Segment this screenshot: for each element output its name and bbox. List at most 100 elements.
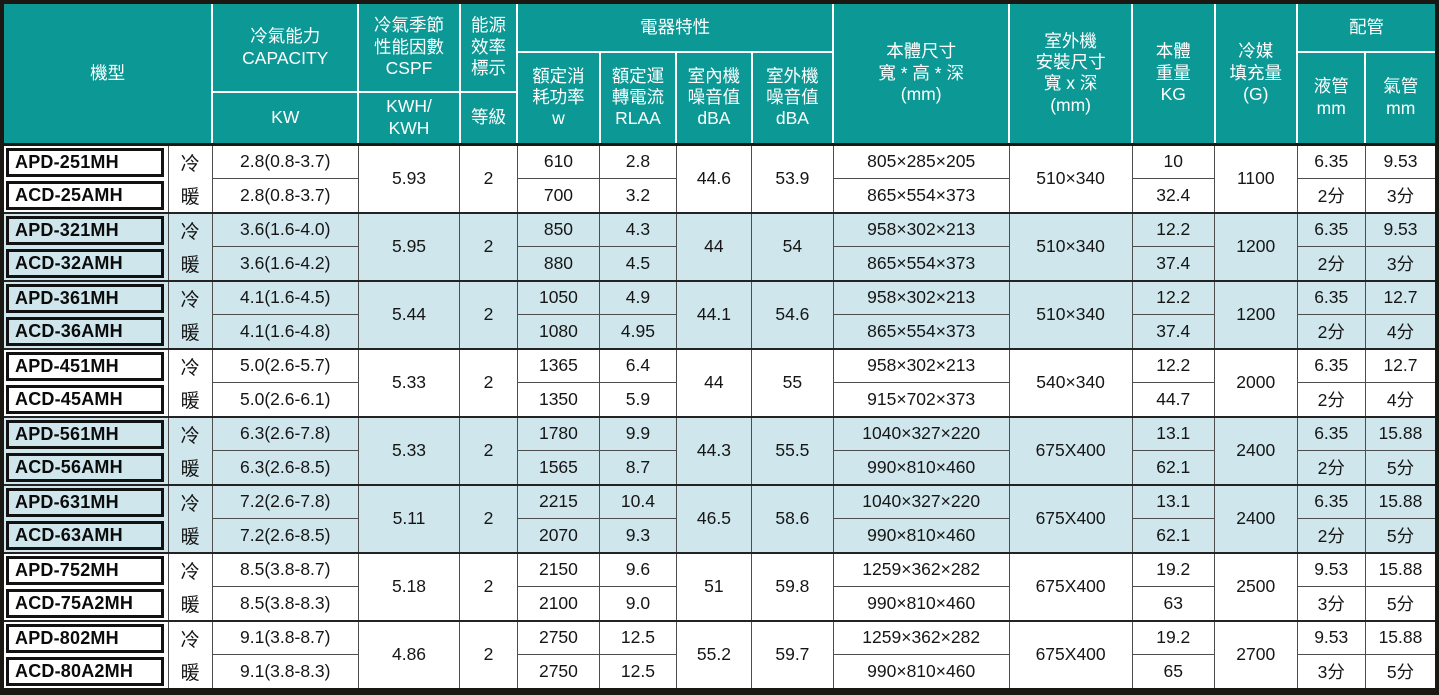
current-cell: 9.6	[599, 551, 677, 587]
body-size-cell: 990×810×460	[832, 654, 1010, 692]
energy-grade-cell: 2	[459, 143, 518, 213]
model-label: ACD-45AMH	[6, 384, 164, 414]
refrigerant-cell: 2500	[1214, 551, 1298, 621]
refrigerant-cell: 1200	[1214, 279, 1298, 349]
install-size-cell: 510×340	[1008, 143, 1133, 213]
gas-pipe-cell: 15.88	[1364, 483, 1438, 519]
capacity-cell: 2.8(0.8-3.7)	[211, 143, 359, 179]
mode-cell: 暖	[167, 654, 213, 692]
liquid-pipe-cell: 2分	[1296, 382, 1366, 417]
gas-pipe-cell: 15.88	[1364, 551, 1438, 587]
spec-table-header: 機型 冷氣能力 CAPACITY 冷氣季節 性能因數 CSPF 能源 效率 標示…	[0, 1, 1438, 145]
header-energy-label: 能源 效率 標示	[458, 1, 519, 93]
table-row: ACD-32AMH 暖 3.6(1.6-4.2) 880 4.5 865×554×373 3…	[1, 246, 1438, 281]
outdoor-noise-cell: 53.9	[751, 143, 834, 213]
weight-cell: 19.2	[1131, 551, 1216, 587]
indoor-noise-cell: 44.6	[675, 143, 753, 213]
gas-pipe-cell: 5分	[1364, 518, 1438, 553]
model-cell: APD-561MH	[1, 415, 169, 451]
table-row: ACD-25AMH 暖 2.8(0.8-3.7) 700 3.2 865×554×373 3…	[1, 178, 1438, 213]
spec-table-body: APD-251MH 冷 2.8(0.8-3.7) 5.93 2 610 2.8 44.6 53.…	[1, 143, 1438, 692]
model-label: APD-561MH	[6, 419, 164, 449]
model-label: ACD-80A2MH	[6, 656, 164, 686]
gas-pipe-cell: 15.88	[1364, 415, 1438, 451]
current-cell: 12.5	[599, 619, 677, 655]
energy-grade-cell: 2	[459, 211, 518, 281]
power-cell: 2750	[516, 619, 601, 655]
model-cell: ACD-56AMH	[1, 450, 169, 485]
outdoor-noise-cell: 54.6	[751, 279, 834, 349]
header-cspf-unit: KWH/ KWH	[357, 91, 461, 145]
indoor-noise-cell: 51	[675, 551, 753, 621]
power-cell: 700	[516, 178, 601, 213]
cspf-cell: 4.86	[357, 619, 461, 692]
capacity-cell: 9.1(3.8-8.7)	[211, 619, 359, 655]
current-cell: 4.5	[599, 246, 677, 281]
model-cell: APD-802MH	[1, 619, 169, 655]
mode-cell: 冷	[167, 415, 213, 451]
model-label: ACD-56AMH	[6, 452, 164, 482]
header-weight: 本體 重量 KG	[1131, 1, 1216, 145]
model-cell: ACD-32AMH	[1, 246, 169, 281]
indoor-noise-cell: 55.2	[675, 619, 753, 692]
liquid-pipe-cell: 2分	[1296, 314, 1366, 349]
cspf-cell: 5.33	[357, 347, 461, 417]
outdoor-noise-cell: 58.6	[751, 483, 834, 553]
outdoor-noise-cell: 54	[751, 211, 834, 281]
model-cell: ACD-36AMH	[1, 314, 169, 349]
body-size-cell: 1040×327×220	[832, 415, 1010, 451]
liquid-pipe-cell: 2分	[1296, 246, 1366, 281]
weight-cell: 10	[1131, 143, 1216, 179]
header-install-size: 室外機 安裝尺寸 寬 x 深 (mm)	[1008, 1, 1133, 145]
mode-cell: 暖	[167, 518, 213, 553]
refrigerant-cell: 2700	[1214, 619, 1298, 692]
model-label: ACD-63AMH	[6, 520, 164, 550]
table-row: APD-251MH 冷 2.8(0.8-3.7) 5.93 2 610 2.8 44.6 53.…	[1, 143, 1438, 213]
model-cell: APD-321MH	[1, 211, 169, 247]
body-size-cell: 1259×362×282	[832, 551, 1010, 587]
liquid-pipe-cell: 6.35	[1296, 211, 1366, 247]
capacity-cell: 8.5(3.8-8.7)	[211, 551, 359, 587]
body-size-cell: 958×302×213	[832, 211, 1010, 247]
table-row: APD-631MH 冷 7.2(2.6-7.8) 5.11 2 2215 10.4 46.5 5…	[1, 483, 1438, 553]
gas-pipe-cell: 4分	[1364, 314, 1438, 349]
header-gas-pipe: 氣管 mm	[1364, 51, 1438, 145]
model-label: APD-361MH	[6, 283, 164, 313]
header-capacity: 冷氣能力 CAPACITY	[211, 1, 360, 93]
liquid-pipe-cell: 6.35	[1296, 347, 1366, 383]
liquid-pipe-cell: 3分	[1296, 654, 1366, 692]
power-cell: 1565	[516, 450, 601, 485]
model-label: APD-321MH	[6, 215, 164, 245]
gas-pipe-cell: 9.53	[1364, 143, 1438, 179]
refrigerant-cell: 1100	[1214, 143, 1298, 213]
current-cell: 9.0	[599, 586, 677, 621]
header-outdoor-noise: 室外機 噪音值 dBA	[750, 51, 835, 145]
capacity-cell: 8.5(3.8-8.3)	[211, 586, 359, 621]
current-cell: 12.5	[599, 654, 677, 692]
capacity-cell: 7.2(2.6-7.8)	[211, 483, 359, 519]
capacity-cell: 6.3(2.6-7.8)	[211, 415, 359, 451]
install-size-cell: 540×340	[1008, 347, 1133, 417]
power-cell: 2150	[516, 551, 601, 587]
weight-cell: 12.2	[1131, 279, 1216, 315]
header-energy-grade: 等級	[458, 91, 519, 145]
install-size-cell: 675X400	[1008, 551, 1133, 621]
liquid-pipe-cell: 6.35	[1296, 279, 1366, 315]
energy-grade-cell: 2	[459, 347, 518, 417]
header-indoor-noise: 室內機 噪音值 dBA	[675, 51, 753, 145]
indoor-noise-cell: 44	[675, 347, 753, 417]
capacity-cell: 3.6(1.6-4.0)	[211, 211, 359, 247]
refrigerant-cell: 1200	[1214, 211, 1298, 281]
weight-cell: 62.1	[1131, 518, 1216, 553]
capacity-cell: 2.8(0.8-3.7)	[211, 178, 359, 213]
liquid-pipe-cell: 2分	[1296, 178, 1366, 213]
gas-pipe-cell: 5分	[1364, 450, 1438, 485]
install-size-cell: 510×340	[1008, 279, 1133, 349]
capacity-cell: 5.0(2.6-6.1)	[211, 382, 359, 417]
current-cell: 4.3	[599, 211, 677, 247]
header-power: 額定消 耗功率 w	[516, 51, 601, 145]
body-size-cell: 865×554×373	[832, 246, 1010, 281]
mode-cell: 暖	[167, 382, 213, 417]
capacity-cell: 3.6(1.6-4.2)	[211, 246, 359, 281]
model-label: ACD-36AMH	[6, 316, 164, 346]
